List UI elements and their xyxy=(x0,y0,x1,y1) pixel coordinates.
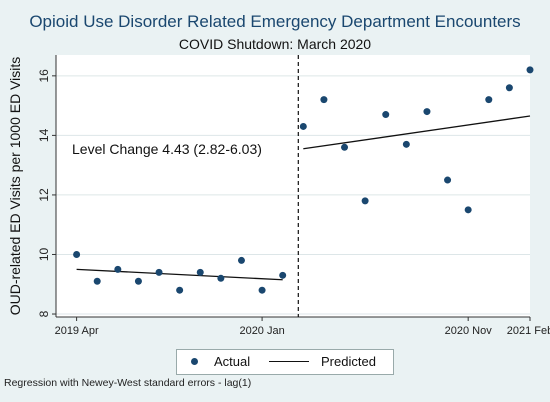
data-point xyxy=(341,143,349,151)
legend-line-predicted xyxy=(269,360,309,363)
data-point xyxy=(279,271,287,279)
data-point xyxy=(485,96,493,104)
legend-item-actual: Actual xyxy=(191,354,250,369)
chart-legend: Actual Predicted xyxy=(176,349,394,375)
plot-area xyxy=(56,55,530,317)
data-point xyxy=(361,197,369,205)
data-point xyxy=(464,206,472,214)
legend-label-actual: Actual xyxy=(214,354,251,369)
x-tick-label: 2020 Jan xyxy=(239,325,284,337)
data-point xyxy=(258,286,266,294)
data-point xyxy=(155,268,163,276)
data-point xyxy=(382,111,390,119)
y-tick-label: 8 xyxy=(37,310,51,317)
data-point xyxy=(73,250,81,258)
data-point xyxy=(217,274,225,282)
annotation-level-change: Level Change 4.43 (2.82-6.03) xyxy=(72,141,262,157)
data-point xyxy=(176,286,184,294)
y-tick-label: 12 xyxy=(37,188,51,202)
legend-label-predicted: Predicted xyxy=(321,354,376,369)
chart-subtitle: COVID Shutdown: March 2020 xyxy=(178,36,372,52)
y-axis-label: OUD-related ED Visits per 1000 ED Visits xyxy=(7,57,23,316)
data-point xyxy=(237,256,245,264)
data-point xyxy=(93,277,101,285)
x-tick-label: 2019 Apr xyxy=(55,325,99,337)
legend-marker-actual xyxy=(191,358,198,365)
data-point xyxy=(134,277,142,285)
data-point xyxy=(505,84,513,92)
y-tick-label: 16 xyxy=(37,69,51,83)
data-point xyxy=(402,140,410,148)
data-point xyxy=(526,66,534,74)
data-point xyxy=(114,265,122,273)
chart-note: Regression with Newey-West standard erro… xyxy=(4,377,252,389)
data-point xyxy=(444,176,452,184)
legend-item-predicted: Predicted xyxy=(269,354,376,369)
predicted-line-segment-2 xyxy=(303,115,531,150)
y-tick-label: 10 xyxy=(37,247,51,261)
x-tick-label: 2020 Nov xyxy=(445,325,493,337)
data-point xyxy=(299,122,307,130)
y-tick-label: 14 xyxy=(37,128,51,142)
data-point xyxy=(196,268,204,276)
data-point xyxy=(423,108,431,116)
predicted-line-segment-1 xyxy=(76,268,283,281)
chart-title: Opioid Use Disorder Related Emergency De… xyxy=(29,12,521,31)
x-tick-label: 2021 Feb xyxy=(507,325,550,337)
data-point xyxy=(320,96,328,104)
